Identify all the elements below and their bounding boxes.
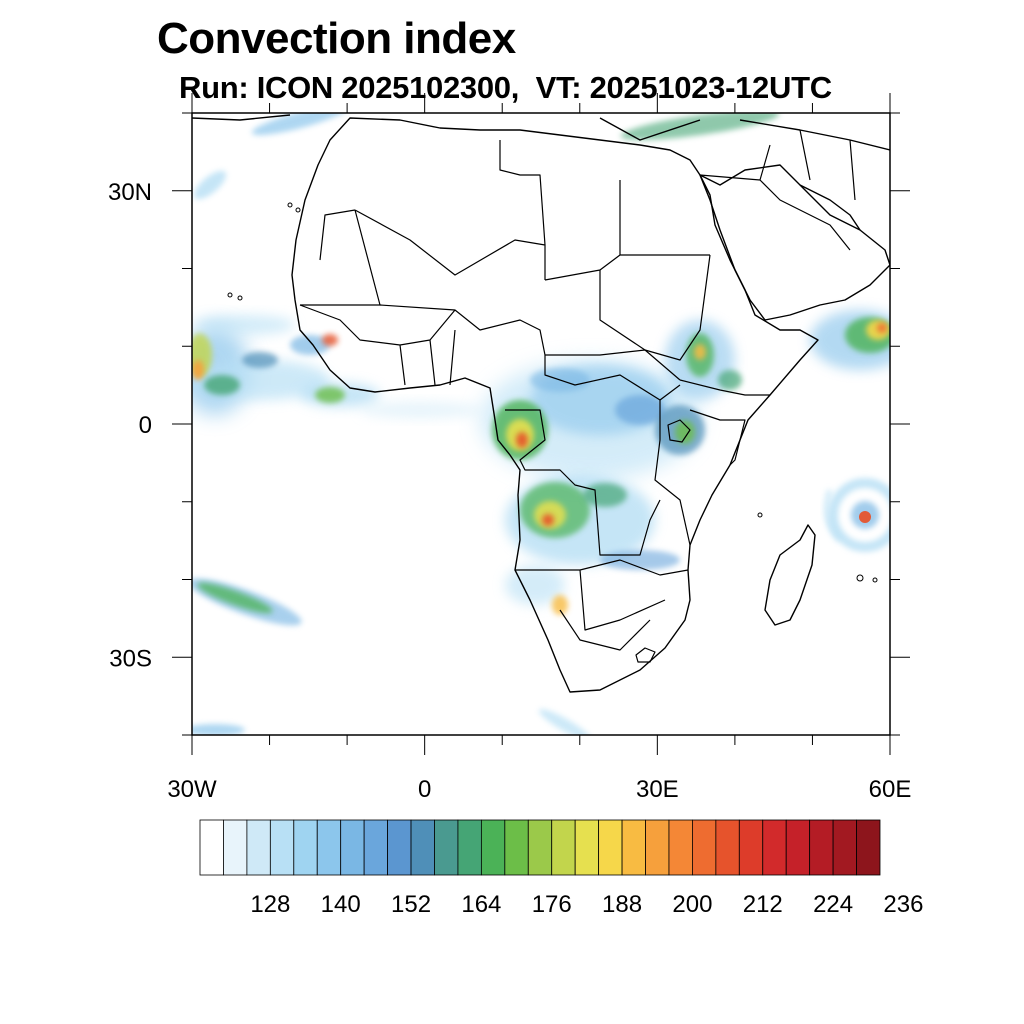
colorbar-box (785, 819, 811, 876)
chart-title: Convection index (157, 14, 516, 63)
border-maghreb (300, 209, 546, 306)
colorbar-box (316, 819, 342, 876)
colorbar-box (715, 819, 740, 876)
arabian-sea-convection (810, 310, 890, 370)
congo-convection (480, 360, 705, 480)
x-tick-label: 30W (167, 776, 217, 803)
border-lesotho (635, 647, 656, 663)
x-tick-label: 0 (418, 776, 431, 803)
colorbar-box (293, 819, 318, 876)
y-tick-label: 0 (139, 412, 152, 439)
band-southern-ocean-2 (538, 709, 592, 735)
colorbar-box (223, 819, 248, 876)
band-nw-africa (193, 170, 227, 200)
colorbar-box (762, 819, 787, 876)
colorbar-label: 224 (813, 891, 853, 918)
coastline-europe (192, 114, 890, 151)
colorbar-box (574, 819, 600, 876)
border-sudan (599, 254, 711, 361)
coastline-arabia (699, 164, 890, 321)
colorbar-label: 236 (883, 891, 923, 918)
islands (227, 202, 878, 583)
coastlines-borders (192, 114, 890, 693)
band-southern-ocean-1 (192, 724, 245, 735)
colorbar-box (856, 819, 881, 876)
colorbar-box (387, 819, 412, 876)
y-tick-label: 30N (108, 179, 152, 206)
colorbar-label: 128 (250, 891, 290, 918)
colorbar-label: 164 (461, 891, 501, 918)
band-north-atlantic (251, 113, 349, 136)
colorbar-box (809, 819, 834, 876)
colorbar-box (480, 819, 506, 876)
coastline-africa (291, 117, 819, 693)
south-atlantic-band (192, 578, 302, 626)
country-borders (299, 129, 856, 663)
coastline-persian-gulf (799, 184, 861, 231)
colorbar-box (832, 819, 857, 876)
colorbar-label: 176 (532, 891, 572, 918)
border-libya-egypt (499, 140, 710, 281)
colorbar-label: 152 (391, 891, 431, 918)
colorbar-box (598, 819, 623, 876)
colorbar-box (363, 819, 388, 876)
colorbar-label: 188 (602, 891, 642, 918)
chart-subtitle: Run: ICON 2025102300, VT: 20251023-12UTC (179, 70, 832, 105)
colorbar-box (434, 819, 459, 876)
colorbar-box (621, 819, 646, 876)
colorbar: 128 140 152 164 176 188 200 212 224 236 (199, 819, 923, 918)
border-car-drc (505, 355, 681, 556)
colorbar-box (340, 819, 365, 876)
colorbar-box (692, 819, 717, 876)
itcz-band-atlantic (192, 315, 480, 418)
tick-labels: 30W 0 30E 60E 30N 0 30S (108, 179, 911, 803)
y-tick-label: 30S (109, 645, 152, 672)
border-sahel (379, 304, 681, 381)
border-east-africa (654, 379, 770, 546)
map-frame (172, 93, 910, 755)
angola-zambia-convection (505, 475, 680, 615)
colorbar-box (668, 819, 693, 876)
border-west-africa (299, 304, 456, 386)
band-east-med (620, 113, 780, 140)
colorbar-box (645, 819, 670, 876)
colorbar-box (246, 819, 271, 876)
convection-field (192, 113, 890, 735)
ethiopia-convection (665, 320, 742, 400)
x-tick-label: 60E (869, 776, 912, 803)
colorbar-box (199, 819, 224, 876)
colorbar-label: 140 (321, 891, 361, 918)
tropical-cyclone (823, 478, 890, 552)
colorbar-box (457, 819, 482, 876)
border-middle-east (699, 129, 856, 251)
colorbar-box (269, 819, 295, 876)
colorbar-label: 200 (672, 891, 712, 918)
colorbar-box (410, 819, 435, 876)
colorbar-label: 212 (743, 891, 783, 918)
colorbar-box (551, 819, 576, 876)
border-lake-victoria (667, 419, 691, 443)
colorbar-box (738, 819, 764, 876)
coastline-madagascar (764, 524, 816, 626)
x-tick-label: 30E (636, 776, 679, 803)
border-southern-africa (515, 559, 689, 651)
colorbar-box (504, 819, 529, 876)
colorbar-box (527, 819, 553, 876)
